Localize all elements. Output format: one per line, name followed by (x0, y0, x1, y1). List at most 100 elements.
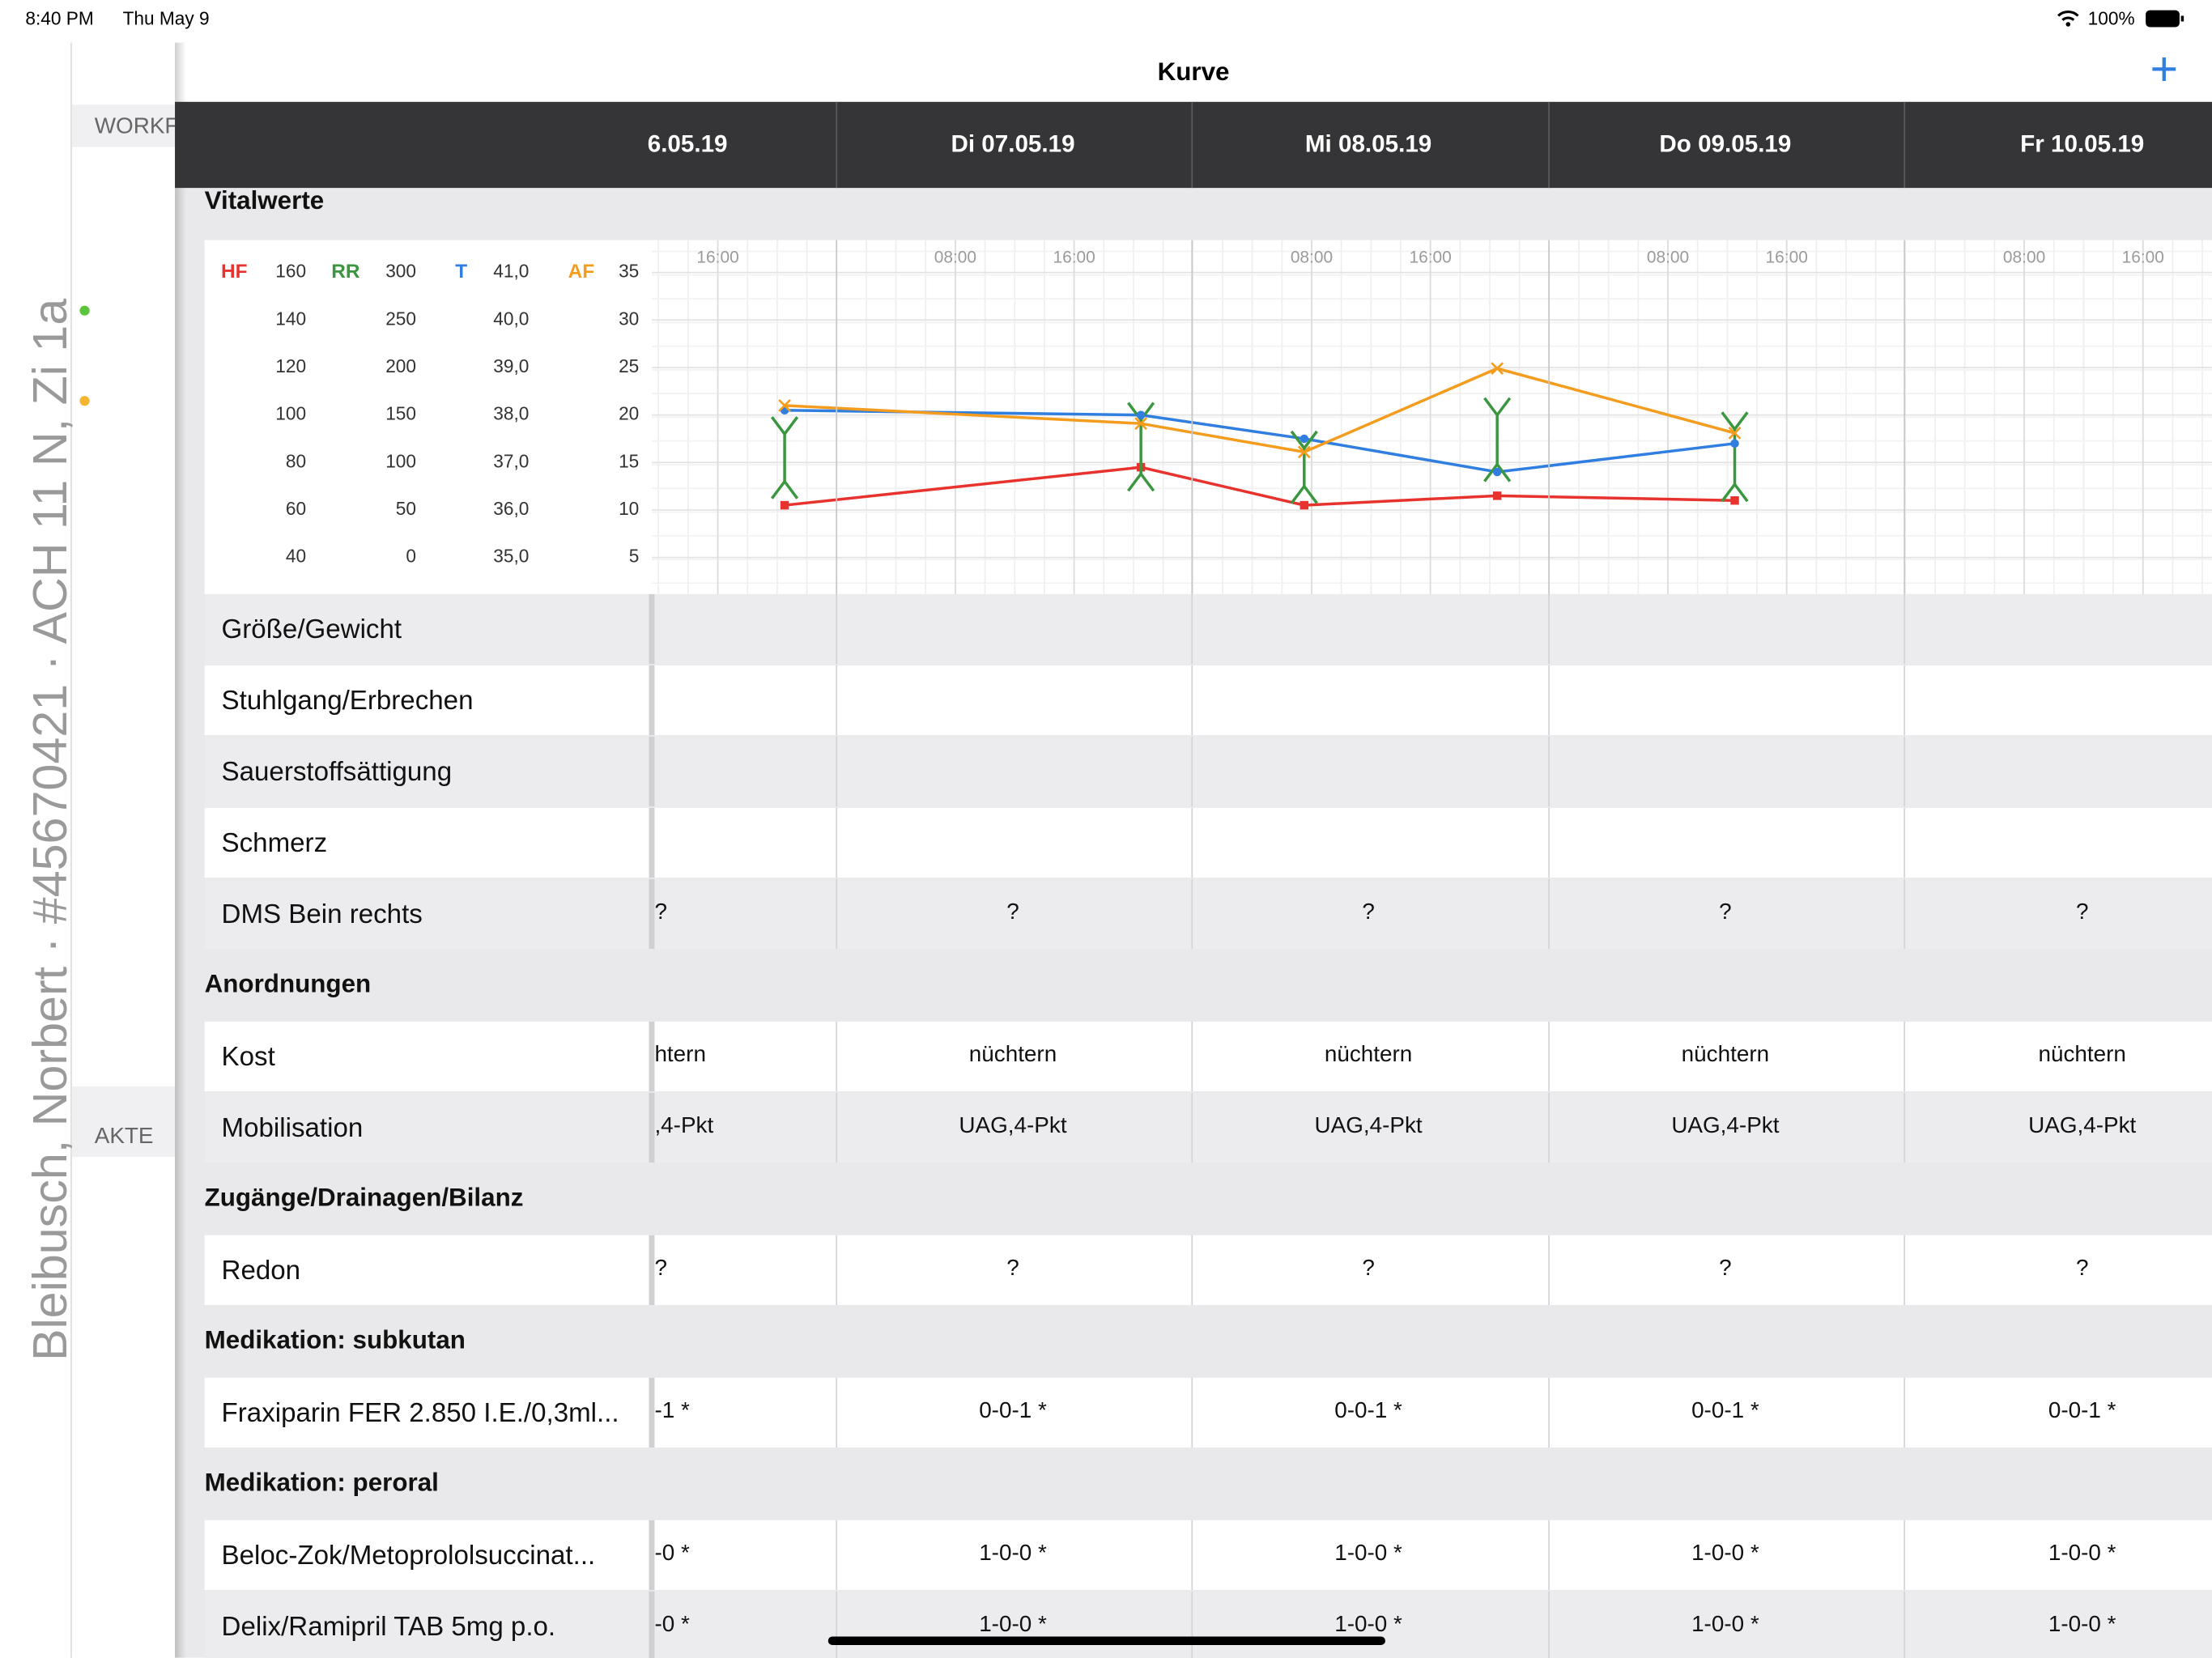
label-shadow (649, 878, 655, 950)
y-tick-label: 80 (286, 450, 306, 471)
x-tick-label: 08:00 (934, 249, 976, 267)
cell-value: 1-0-0 * (1691, 1611, 1759, 1636)
cell-value: htern (654, 1041, 706, 1066)
row-bg (204, 1591, 2212, 1658)
table-row: Kost htern nüchtern nüchtern nüchtern nüchter… (204, 1021, 2212, 1092)
cell-value: 1-0-0 * (1334, 1540, 1402, 1565)
x-tick-label: 08:00 (1291, 249, 1333, 267)
x-tick-label: 16:00 (696, 249, 738, 267)
battery-icon (2146, 10, 2180, 28)
label-shadow (649, 593, 655, 665)
table-row: Beloc-Zok/Metoprololsuccinat... -0 * 1-0-0… (204, 1520, 2212, 1590)
patient-label: Bleibusch, Norbert · #45670421 · ACH 11 … (23, 299, 77, 1361)
table-row: DMS Bein rechts????? (204, 878, 2212, 950)
cell-value: 0-0-1 * (979, 1397, 1047, 1422)
row-bg (204, 878, 2212, 950)
cell-value: UAG,4-Pkt (2028, 1112, 2136, 1137)
af-point (1491, 362, 1504, 376)
y-tick-label: 15 (619, 450, 639, 471)
rr-systolic (1483, 397, 1512, 418)
series-name: T (455, 261, 467, 283)
cell-value: nüchtern (1682, 1041, 1769, 1066)
cell-value: UAG,4-Pkt (1315, 1112, 1423, 1137)
cell-value: -1 * (654, 1397, 690, 1422)
battery-tip (2180, 15, 2184, 22)
row-label: Mobilisation (222, 1113, 364, 1143)
status-dot (79, 305, 90, 316)
x-tick-label: 08:00 (1647, 249, 1689, 267)
y-tick-label: 38,0 (493, 403, 529, 424)
add-button[interactable]: + (2150, 41, 2178, 96)
cell-value: 1-0-0 * (2048, 1540, 2116, 1565)
cell-value: -0 * (654, 1611, 690, 1636)
label-shadow (649, 665, 655, 736)
rr-diastolic (1483, 461, 1512, 483)
y-tick-label: 100 (275, 403, 306, 424)
cell-value: nüchtern (2038, 1041, 2125, 1066)
row-bg (204, 593, 2212, 665)
x-tick-label: 08:00 (2003, 249, 2045, 267)
cell-value: 1-0-0 * (979, 1611, 1047, 1636)
af-point (778, 398, 791, 412)
cell-value: ? (654, 1255, 667, 1280)
rr-systolic (1721, 411, 1749, 432)
cell-value: nüchtern (1325, 1041, 1412, 1066)
row-bg (204, 1235, 2212, 1306)
sidebar: WORKF AKTE (71, 113, 176, 1158)
workflow-header (71, 104, 176, 147)
home-indicator (827, 1636, 1385, 1645)
table-row: Delix/Ramipril TAB 5mg p.o. -0 * 1-0-0 * 1-… (204, 1591, 2212, 1658)
wifi-icon (2057, 10, 2079, 22)
y-tick-label: 0 (406, 546, 416, 567)
cell-value: 1-0-0 * (2048, 1611, 2116, 1636)
rr-systolic (770, 416, 799, 436)
y-tick-label: 40,0 (493, 308, 529, 329)
y-tick-label: 100 (385, 450, 416, 471)
y-tick-label: 20 (619, 403, 639, 424)
cell-value: ? (1006, 899, 1019, 924)
section-title: Medikation: subkutan (205, 1326, 466, 1354)
cell-value: -0 * (654, 1540, 690, 1565)
x-tick-label: 16:00 (2122, 249, 2164, 267)
y-tick-label: 35,0 (493, 546, 529, 567)
table-row: Sauerstoffsättigung (204, 736, 2212, 807)
hf-point (1492, 491, 1502, 500)
cell-value: ,4-Pkt (654, 1112, 713, 1137)
y-tick-label: 60 (286, 498, 306, 519)
cell-value: UAG,4-Pkt (1671, 1112, 1779, 1137)
y-tick-label: 10 (619, 498, 639, 519)
y-tick-label: 40 (286, 546, 306, 567)
cell-value: ? (654, 899, 667, 924)
table-row: Schmerz (204, 807, 2212, 878)
table-row: Mobilisation ,4-Pkt UAG,4-Pkt UAG,4-Pkt UAG,… (204, 1092, 2212, 1163)
rr-diastolic (770, 478, 799, 500)
label-shadow (649, 1591, 655, 1658)
table-row: Redon????? (204, 1235, 2212, 1306)
date-label: Di 07.05.19 (951, 131, 1074, 158)
af-point (1134, 417, 1148, 431)
date-header (175, 101, 2212, 189)
label-shadow (649, 807, 655, 878)
series-name: HF (221, 261, 248, 283)
section-title: Zugänge/Drainagen/Bilanz (205, 1184, 524, 1212)
row-bg (204, 1377, 2212, 1448)
row-label: Beloc-Zok/Metoprololsuccinat... (222, 1541, 596, 1571)
status-date: Thu May 9 (123, 8, 210, 29)
rr-systolic (1127, 402, 1155, 423)
label-shadow (649, 1021, 655, 1092)
nav-title: Kurve (1158, 57, 1230, 86)
nav-bar (175, 42, 2212, 102)
y-tick-label: 250 (385, 308, 416, 329)
y-tick-label: 160 (275, 261, 306, 282)
y-tick-label: 25 (619, 355, 639, 376)
row-label: Stuhlgang/Erbrechen (222, 686, 474, 716)
y-tick-label: 35 (619, 261, 639, 282)
t-point (1492, 467, 1502, 477)
cell-value: ? (1719, 1255, 1732, 1280)
row-label: DMS Bein rechts (222, 899, 423, 929)
wifi-dot (2065, 22, 2071, 27)
cell-value: ? (2076, 899, 2089, 924)
label-shadow (649, 1520, 655, 1590)
row-label: Schmerz (222, 828, 328, 858)
y-tick-label: 37,0 (493, 450, 529, 471)
